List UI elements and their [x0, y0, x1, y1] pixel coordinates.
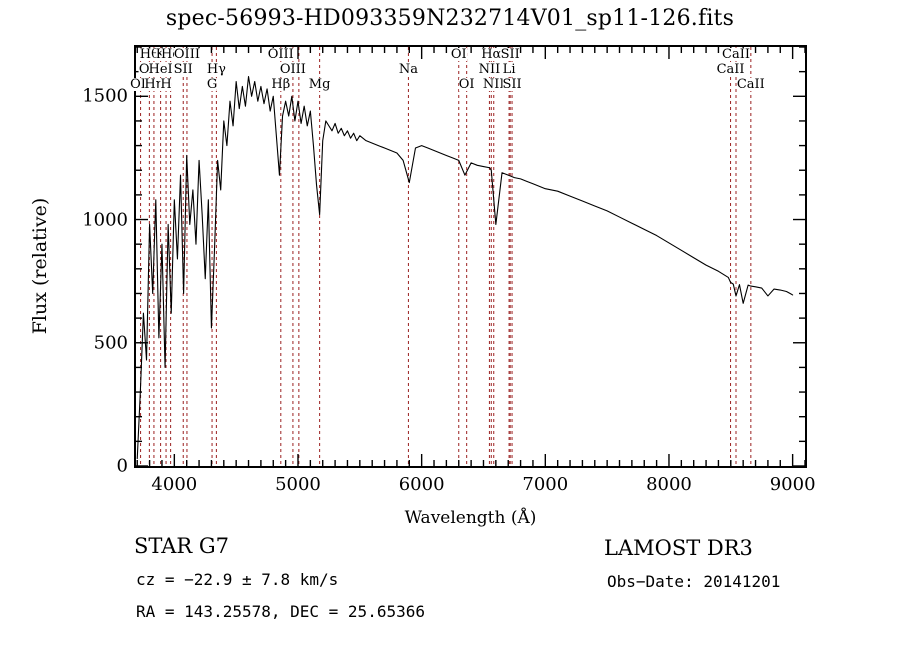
y-tick-label: 1000 — [82, 209, 128, 231]
page-title: spec-56993-HD093359N232714V01_sp11-126.f… — [165, 6, 735, 31]
y-tick-label: 500 — [93, 332, 128, 354]
x-tick-label: 4000 — [151, 474, 198, 495]
object-class-text: STAR G7 — [134, 534, 230, 558]
x-axis-ticks: 4000 5000 6000 7000 8000 9000 — [134, 474, 815, 500]
y-tick-label: 0 — [116, 455, 128, 477]
plot-frame — [134, 45, 807, 468]
axis-tick-marks — [136, 47, 805, 466]
x-tick-label: 7000 — [522, 474, 569, 495]
x-tick-label: 8000 — [646, 474, 692, 495]
spectral-line-markers — [140, 47, 752, 466]
spectrum-trace — [136, 76, 794, 460]
coordinates-text: RA = 143.25578, DEC = 25.65366 — [136, 602, 425, 621]
spectrum-canvas — [136, 47, 805, 466]
redshift-velocity-text: cz = −22.9 ± 7.8 km/s — [136, 570, 339, 589]
y-axis-ticks: 0 500 1000 1500 — [74, 45, 128, 477]
x-tick-label: 5000 — [275, 474, 321, 495]
y-tick-label: 1500 — [82, 85, 128, 107]
x-axis-label: Wavelength (Å) — [404, 508, 537, 528]
observation-date-text: Obs−Date: 20141201 — [607, 572, 781, 591]
survey-name-text: LAMOST DR3 — [604, 536, 753, 560]
x-tick-label: 9000 — [769, 474, 816, 495]
x-tick-label: 6000 — [398, 474, 445, 495]
y-axis-label: Flux (relative) — [29, 197, 51, 335]
